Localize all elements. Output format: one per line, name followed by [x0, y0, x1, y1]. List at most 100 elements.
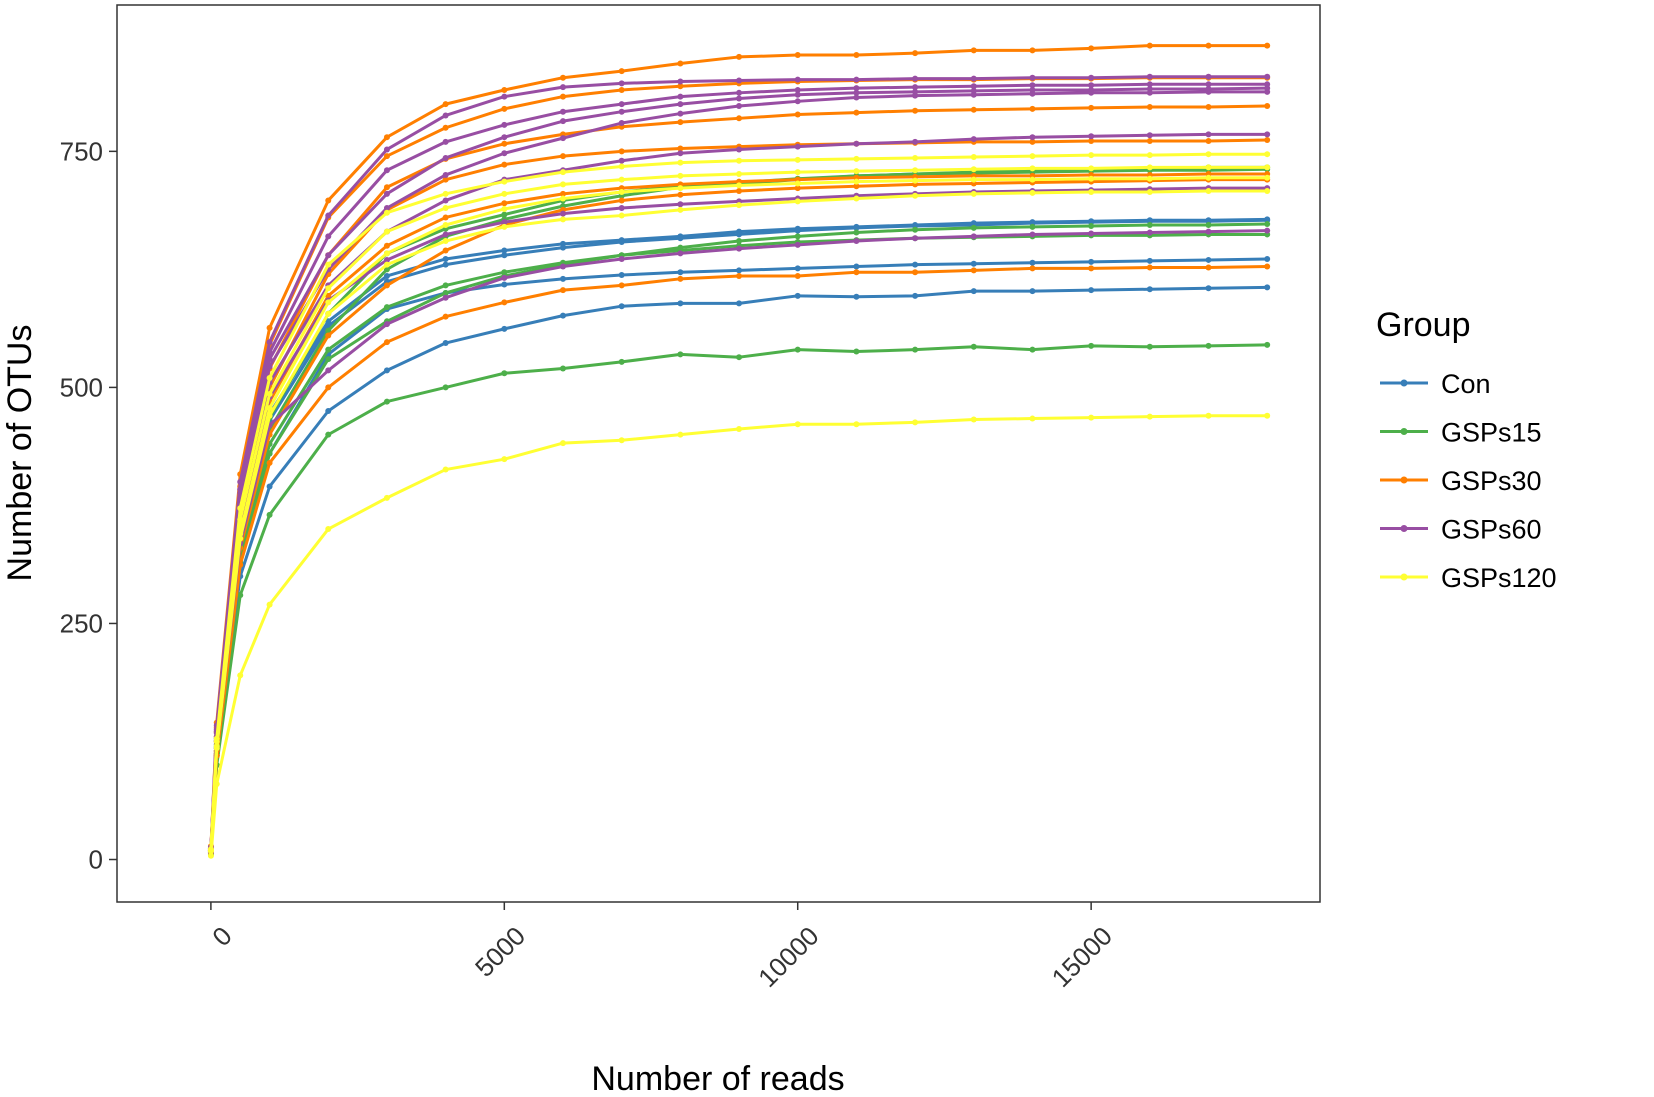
- data-point: [1205, 264, 1212, 271]
- data-point: [853, 269, 860, 276]
- data-point: [1205, 174, 1212, 181]
- data-point: [325, 292, 332, 299]
- series-line: [209, 232, 1268, 853]
- data-point: [325, 431, 332, 438]
- legend-label: GSPs30: [1441, 466, 1542, 496]
- data-point: [383, 134, 390, 141]
- data-point: [794, 156, 801, 163]
- data-point: [1264, 88, 1271, 95]
- data-point: [559, 74, 566, 81]
- data-point: [1205, 188, 1212, 195]
- data-point: [853, 76, 860, 83]
- data-point: [325, 299, 332, 306]
- data-point: [266, 405, 273, 412]
- data-point: [853, 348, 860, 355]
- data-point: [1088, 74, 1095, 81]
- data-point: [736, 272, 743, 279]
- data-point: [559, 135, 566, 142]
- data-point: [1088, 188, 1095, 195]
- data-point: [1205, 73, 1212, 80]
- data-point: [736, 425, 743, 432]
- data-point: [1088, 152, 1095, 159]
- data-point: [442, 154, 449, 161]
- series-line: [209, 218, 1268, 852]
- data-point: [677, 201, 684, 208]
- data-point: [1029, 415, 1036, 422]
- series-GSPs120-28: [207, 412, 1271, 859]
- data-point: [912, 154, 919, 161]
- data-point: [736, 354, 743, 361]
- data-point: [266, 511, 273, 518]
- data-point: [677, 269, 684, 276]
- data-point: [1146, 229, 1153, 236]
- data-point: [1029, 153, 1036, 160]
- data-point: [677, 83, 684, 90]
- data-point: [736, 231, 743, 238]
- data-point: [677, 110, 684, 117]
- data-point: [325, 310, 332, 317]
- data-point: [1264, 164, 1271, 171]
- data-point: [1264, 42, 1271, 49]
- series-line: [209, 44, 1268, 847]
- data-point: [237, 592, 244, 599]
- data-point: [677, 185, 684, 192]
- data-point: [1146, 286, 1153, 293]
- data-point: [736, 89, 743, 96]
- data-point: [1146, 164, 1153, 171]
- y-axis: 0 250 500 750: [60, 136, 117, 875]
- data-point: [794, 76, 801, 83]
- data-point: [618, 86, 625, 93]
- series-GSPs120-25: [207, 164, 1271, 854]
- data-point: [794, 292, 801, 299]
- y-tick-label: 0: [89, 845, 103, 875]
- series-GSPs15-9: [207, 341, 1271, 858]
- data-point: [442, 138, 449, 145]
- data-point: [1205, 137, 1212, 144]
- data-point: [1264, 131, 1271, 138]
- data-point: [912, 177, 919, 184]
- data-point: [970, 75, 977, 82]
- x-tick-label: 15000: [1046, 921, 1118, 993]
- data-point: [1264, 73, 1271, 80]
- legend-key-point: [1400, 525, 1408, 532]
- y-tick-label: 250: [60, 608, 103, 638]
- data-point: [559, 263, 566, 270]
- data-point: [618, 282, 625, 289]
- data-point: [970, 343, 977, 350]
- data-point: [912, 138, 919, 145]
- data-point: [559, 210, 566, 217]
- data-point: [1205, 42, 1212, 49]
- data-point: [1205, 103, 1212, 110]
- data-point: [383, 167, 390, 174]
- data-point: [794, 421, 801, 428]
- data-point: [912, 50, 919, 57]
- data-point: [970, 166, 977, 173]
- data-point: [618, 148, 625, 155]
- x-axis-title: Number of reads: [591, 1060, 844, 1097]
- data-point: [383, 250, 390, 257]
- data-point: [383, 266, 390, 273]
- data-point: [559, 84, 566, 91]
- data-point: [442, 384, 449, 391]
- data-point: [794, 198, 801, 205]
- data-point: [442, 197, 449, 204]
- data-point: [559, 181, 566, 188]
- data-point: [853, 140, 860, 147]
- data-point: [970, 154, 977, 161]
- data-point: [1264, 151, 1271, 158]
- data-point: [912, 235, 919, 242]
- data-point: [794, 91, 801, 98]
- data-point: [383, 205, 390, 212]
- data-point: [618, 188, 625, 195]
- data-point: [1146, 42, 1153, 49]
- data-point: [325, 318, 332, 325]
- data-point: [442, 247, 449, 254]
- data-point: [501, 325, 508, 332]
- data-point: [618, 437, 625, 444]
- data-point: [618, 101, 625, 108]
- data-point: [442, 124, 449, 131]
- y-tick-label: 500: [60, 372, 103, 402]
- data-point: [383, 339, 390, 346]
- data-point: [559, 287, 566, 294]
- data-point: [325, 285, 332, 292]
